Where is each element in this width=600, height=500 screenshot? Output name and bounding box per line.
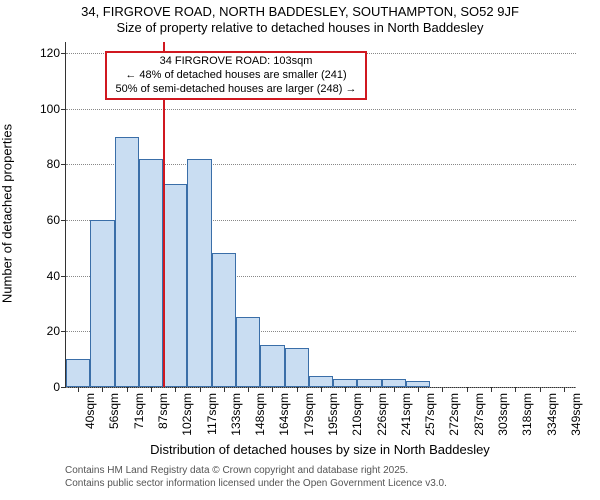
x-tick-label: 334sqm xyxy=(545,393,559,436)
y-tick-label: 100 xyxy=(40,102,60,116)
x-tick-label: 179sqm xyxy=(302,393,316,436)
x-tick-label: 40sqm xyxy=(83,393,97,429)
x-axis-title: Distribution of detached houses by size … xyxy=(65,442,575,457)
histogram-bar xyxy=(333,379,357,387)
y-tick-mark xyxy=(61,276,66,277)
chart-container: 34, FIRGROVE ROAD, NORTH BADDESLEY, SOUT… xyxy=(0,0,600,500)
histogram-bar xyxy=(382,379,406,387)
x-tick-label: 318sqm xyxy=(520,393,534,436)
x-tick-label: 56sqm xyxy=(107,393,121,429)
y-tick-label: 60 xyxy=(47,213,60,227)
x-tick-mark xyxy=(491,387,492,392)
y-tick-label: 0 xyxy=(53,380,60,394)
y-tick-mark xyxy=(61,53,66,54)
x-tick-mark xyxy=(321,387,322,392)
x-tick-label: 226sqm xyxy=(375,393,389,436)
y-tick-label: 120 xyxy=(40,46,60,60)
y-tick-mark xyxy=(61,331,66,332)
x-tick-mark xyxy=(78,387,79,392)
histogram-bar xyxy=(187,159,211,387)
annotation-box: 34 FIRGROVE ROAD: 103sqm ← 48% of detach… xyxy=(105,51,367,100)
y-tick-mark xyxy=(61,387,66,388)
x-tick-label: 117sqm xyxy=(205,393,219,435)
x-tick-mark xyxy=(102,387,103,392)
x-tick-label: 241sqm xyxy=(399,393,413,436)
x-tick-mark xyxy=(418,387,419,392)
attribution: Contains HM Land Registry data © Crown c… xyxy=(65,465,447,490)
x-tick-label: 257sqm xyxy=(423,393,437,436)
annotation-line-1: 34 FIRGROVE ROAD: 103sqm xyxy=(111,55,361,69)
x-tick-label: 71sqm xyxy=(132,393,146,429)
y-tick-label: 80 xyxy=(47,157,60,171)
x-tick-mark xyxy=(127,387,128,392)
histogram-bar xyxy=(236,317,260,387)
y-tick-mark xyxy=(61,109,66,110)
y-tick-mark xyxy=(61,220,66,221)
x-tick-label: 133sqm xyxy=(229,393,243,436)
y-tick-label: 40 xyxy=(47,269,60,283)
histogram-bar xyxy=(139,159,163,387)
x-tick-mark xyxy=(272,387,273,392)
x-tick-label: 164sqm xyxy=(277,393,291,436)
histogram-bar xyxy=(212,253,236,387)
histogram-bar xyxy=(163,184,187,387)
title-line-1: 34, FIRGROVE ROAD, NORTH BADDESLEY, SOUT… xyxy=(0,4,600,19)
x-tick-mark xyxy=(442,387,443,392)
histogram-bar xyxy=(66,359,90,387)
annotation-line-2: ← 48% of detached houses are smaller (24… xyxy=(111,69,361,83)
x-tick-mark xyxy=(370,387,371,392)
y-tick-mark xyxy=(61,164,66,165)
histogram-bar xyxy=(90,220,114,387)
histogram-bar xyxy=(285,348,309,387)
histogram-bar xyxy=(309,376,333,387)
histogram-bar xyxy=(115,137,139,387)
x-tick-mark xyxy=(540,387,541,392)
x-tick-mark xyxy=(151,387,152,392)
x-tick-label: 87sqm xyxy=(156,393,170,429)
title-block: 34, FIRGROVE ROAD, NORTH BADDESLEY, SOUT… xyxy=(0,4,600,35)
y-tick-label: 20 xyxy=(47,324,60,338)
x-tick-mark xyxy=(467,387,468,392)
title-line-2: Size of property relative to detached ho… xyxy=(0,20,600,35)
x-tick-mark xyxy=(345,387,346,392)
x-tick-mark xyxy=(248,387,249,392)
x-tick-mark xyxy=(515,387,516,392)
x-tick-mark xyxy=(175,387,176,392)
x-tick-mark xyxy=(564,387,565,392)
x-tick-label: 287sqm xyxy=(472,393,486,436)
x-tick-mark xyxy=(200,387,201,392)
y-axis-title: Number of detached properties xyxy=(0,113,15,313)
x-tick-label: 195sqm xyxy=(326,393,340,436)
x-tick-label: 102sqm xyxy=(180,393,194,436)
histogram-bar xyxy=(357,379,381,387)
x-tick-label: 148sqm xyxy=(253,393,267,436)
x-tick-mark xyxy=(297,387,298,392)
x-tick-label: 303sqm xyxy=(496,393,510,436)
x-tick-mark xyxy=(394,387,395,392)
x-tick-label: 272sqm xyxy=(447,393,461,436)
attribution-line-1: Contains HM Land Registry data © Crown c… xyxy=(65,465,447,478)
x-tick-label: 349sqm xyxy=(569,393,583,436)
x-tick-label: 210sqm xyxy=(350,393,364,436)
attribution-line-2: Contains public sector information licen… xyxy=(65,478,447,491)
histogram-bar xyxy=(260,345,284,387)
grid-line xyxy=(66,109,576,110)
annotation-line-3: 50% of semi-detached houses are larger (… xyxy=(111,83,361,97)
x-tick-mark xyxy=(224,387,225,392)
